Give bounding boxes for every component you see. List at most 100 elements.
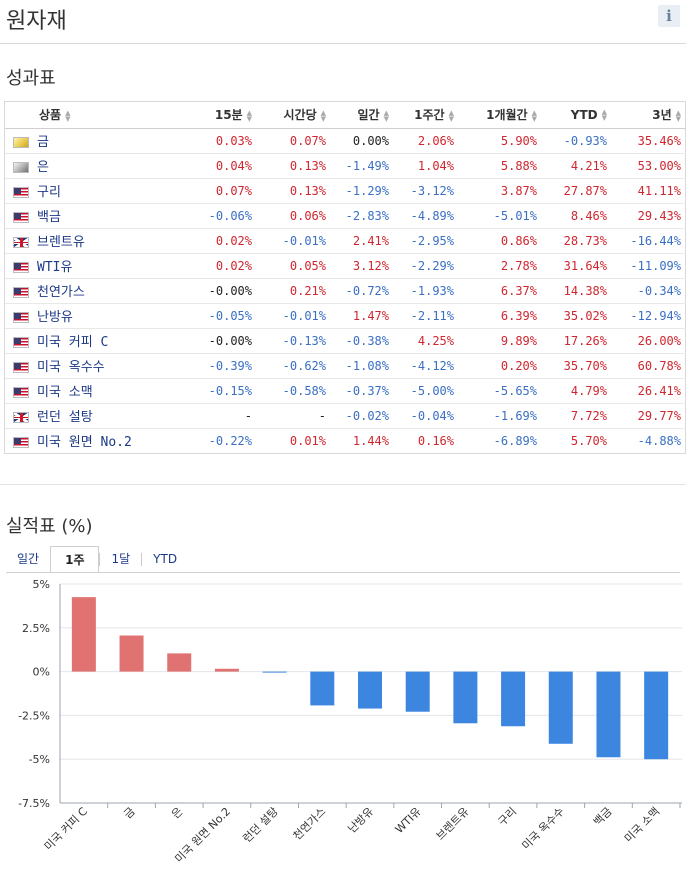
- bar[interactable]: [214, 668, 239, 672]
- value-cell: -16.44%: [613, 228, 686, 254]
- value-cell: -0.15%: [186, 378, 258, 404]
- table-row: WTI유 0.02% 0.05% 3.12% -2.29% 2.78% 31.64% -11.…: [5, 253, 686, 279]
- sort-icon[interactable]: ▲ ▼: [246, 108, 252, 123]
- table-row: 미국 커피 C -0.00% -0.13% -0.38% 4.25% 9.89% 17.26…: [5, 328, 686, 354]
- value-cell: -0.72%: [332, 278, 395, 304]
- bar[interactable]: [310, 671, 335, 706]
- bar[interactable]: [71, 597, 96, 672]
- tab-0[interactable]: 일간: [17, 552, 40, 566]
- value-cell: 28.73%: [543, 228, 613, 254]
- table-row: 천연가스 -0.00% 0.21% -0.72% -1.93% 6.37% 14.38% -0…: [5, 278, 686, 304]
- value-cell: 0.20%: [460, 353, 543, 379]
- column-header[interactable]: 15분 ▲ ▼: [186, 102, 258, 129]
- value-cell: 0.21%: [258, 278, 332, 304]
- value-cell: -4.12%: [395, 353, 460, 379]
- commodity-link[interactable]: 천연가스: [37, 285, 85, 300]
- tab-separator: [141, 553, 143, 566]
- value-cell: 1.47%: [332, 303, 395, 329]
- value-cell: 0.01%: [289, 433, 326, 448]
- x-tick-label: 브렌트유: [434, 805, 472, 843]
- column-header[interactable]: 3년 ▲ ▼: [613, 102, 686, 129]
- commodity-link[interactable]: WTI유: [37, 260, 73, 275]
- us-flag-icon: [13, 212, 29, 223]
- bar[interactable]: [596, 671, 621, 758]
- column-header-label: 일간: [357, 108, 380, 123]
- commodity-cell: 백금: [5, 203, 186, 229]
- bar[interactable]: [501, 671, 526, 727]
- performance-table: 상품 ▲ ▼ 15분 ▲ ▼ 시간당 ▲ ▼ 일간 ▲ ▼ 1주간 ▲ ▼ 1개월간 ▲ ▼ YTD ▲ ▼ 3년 ▲ ▼ 금…: [4, 101, 686, 454]
- performance-bar-chart: 5%2.5%0%-2.5%-5%-7.5%미국 커피 C 금 은미국 원면 No.2…: [18, 578, 682, 866]
- value-cell: -0.93%: [543, 128, 613, 154]
- commodity-cell: 난방유: [5, 303, 186, 329]
- bar[interactable]: [167, 653, 192, 672]
- info-icon[interactable]: i: [658, 5, 680, 27]
- section-divider: [0, 484, 686, 485]
- value-cell: 0.86%: [460, 228, 543, 254]
- value-cell: -5.00%: [395, 378, 460, 404]
- sort-icon[interactable]: ▲ ▼: [675, 108, 681, 123]
- value-cell: 0.07%: [258, 128, 332, 154]
- column-header-label: YTD: [570, 107, 598, 122]
- commodity-cell: WTI유: [5, 253, 186, 279]
- tab-2[interactable]: 1달: [111, 552, 131, 566]
- value-cell: 2.78%: [460, 253, 543, 279]
- commodity-link[interactable]: 미국 원면 No.2: [37, 435, 132, 451]
- sort-icon[interactable]: ▲ ▼: [65, 108, 71, 123]
- commodity-link[interactable]: 금: [37, 135, 49, 150]
- sort-icon[interactable]: ▲ ▼: [448, 108, 454, 123]
- value-cell: -1.93%: [395, 278, 460, 304]
- value-cell: 0.13%: [258, 153, 332, 179]
- column-header[interactable]: 시간당 ▲ ▼: [258, 102, 332, 129]
- sort-icon[interactable]: ▲ ▼: [383, 108, 389, 123]
- bar[interactable]: [644, 671, 669, 760]
- table-body: 금 0.03% 0.07% 0.00% 2.06% 5.90% -0.93% 35.46% 은 0…: [5, 128, 686, 453]
- commodity-link[interactable]: 런던 설탕: [37, 410, 93, 425]
- column-header[interactable]: 1개월간 ▲ ▼: [460, 102, 543, 129]
- bar[interactable]: [548, 671, 573, 744]
- column-header[interactable]: 상품 ▲ ▼: [5, 102, 186, 129]
- commodity-link[interactable]: 브렌트유: [37, 235, 85, 250]
- value-cell: 7.72%: [543, 403, 613, 429]
- value-cell: -6.89%: [493, 433, 537, 448]
- value-cell: -0.62%: [258, 353, 332, 379]
- value-cell: -0.00%: [186, 328, 258, 354]
- value-cell: 0.05%: [258, 253, 332, 279]
- commodity-cell: 천연가스: [5, 278, 186, 304]
- bar[interactable]: [262, 671, 287, 673]
- commodity-link[interactable]: 은: [37, 160, 49, 175]
- value-cell: 0.13%: [258, 178, 332, 204]
- value-cell: -12.94%: [613, 303, 686, 329]
- column-header[interactable]: 1주간 ▲ ▼: [395, 102, 460, 129]
- commodity-link[interactable]: 백금: [37, 210, 61, 225]
- x-tick-label: 미국 커피 C: [42, 805, 90, 853]
- value-cell: 2.41%: [332, 228, 395, 254]
- tab-1[interactable]: 1주: [50, 546, 100, 573]
- sort-icon[interactable]: ▲ ▼: [320, 108, 326, 123]
- commodity-link[interactable]: 미국 소맥: [37, 385, 93, 400]
- commodity-link[interactable]: 미국 옥수수: [37, 360, 105, 375]
- bar[interactable]: [119, 635, 144, 672]
- value-cell: -0.34%: [613, 278, 686, 304]
- bar[interactable]: [453, 671, 478, 724]
- value-cell: 0.00%: [332, 128, 395, 154]
- value-cell: 0.16%: [417, 433, 454, 448]
- sort-icon[interactable]: ▲ ▼: [601, 108, 607, 123]
- column-header[interactable]: 일간 ▲ ▼: [332, 102, 395, 129]
- sort-icon[interactable]: ▲ ▼: [531, 108, 537, 123]
- uk-flag-icon: [13, 412, 29, 423]
- bar[interactable]: [358, 671, 382, 709]
- value-cell: 8.46%: [543, 203, 613, 229]
- commodity-link[interactable]: 난방유: [37, 310, 73, 325]
- value-cell: 4.21%: [543, 153, 613, 179]
- us-flag-icon: [13, 437, 29, 449]
- tab-3[interactable]: YTD: [153, 552, 178, 566]
- value-cell: 3.87%: [460, 178, 543, 204]
- value-cell: -11.09%: [613, 253, 686, 279]
- commodity-link[interactable]: 구리: [37, 185, 61, 200]
- us-flag-icon: [13, 287, 29, 298]
- bar[interactable]: [405, 671, 430, 712]
- table-row: 미국 원면 No.2 -0.22% 0.01% 1.44% 0.16% -6.89% 5.7…: [5, 428, 686, 453]
- silver-bar-icon: [13, 162, 29, 173]
- column-header[interactable]: YTD ▲ ▼: [543, 102, 613, 129]
- commodity-link[interactable]: 미국 커피 C: [37, 335, 109, 350]
